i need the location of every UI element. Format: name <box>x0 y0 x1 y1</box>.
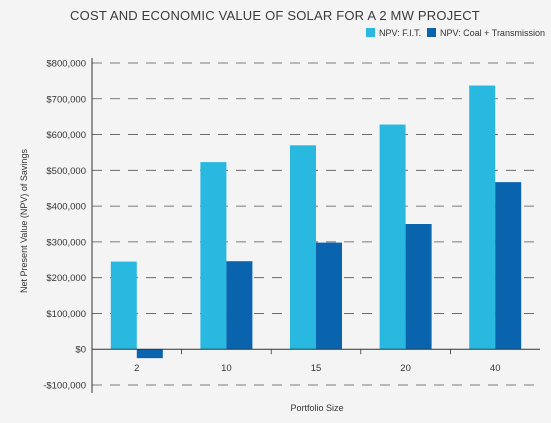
y-axis-ticks: -$100,000 $0 $100,000 $200,000 $300,000 $400,… <box>43 59 86 392</box>
y-tick-label: -$100,000 <box>43 381 86 392</box>
x-tick-label: 2 <box>134 363 139 374</box>
y-tick-label: $400,000 <box>46 202 86 213</box>
x-tick-label: 40 <box>490 363 501 374</box>
y-tick-label: $700,000 <box>46 94 86 105</box>
bar-npv-coal-transmission <box>226 261 253 350</box>
bar-npv-fit <box>110 261 137 350</box>
x-axis-ticks: 2 10 15 20 40 <box>134 349 500 374</box>
legend-swatch-fit <box>366 28 375 37</box>
x-tick-label: 10 <box>221 363 232 374</box>
y-tick-label: $600,000 <box>46 130 86 141</box>
y-tick-label: $200,000 <box>46 273 86 284</box>
bar-npv-coal-transmission <box>405 224 432 350</box>
y-tick-label: $300,000 <box>46 237 86 248</box>
bar-npv-coal-transmission <box>136 349 163 359</box>
x-tick-label: 15 <box>311 363 322 374</box>
bar-npv-fit <box>469 85 496 350</box>
y-tick-label: $100,000 <box>46 309 86 320</box>
y-tick-label: $500,000 <box>46 166 86 177</box>
bar-npv-fit <box>290 145 316 350</box>
legend-label-fit: NPV: F.I.T. <box>379 28 421 38</box>
legend-label-coal: NPV: Coal + Transmission <box>440 28 545 38</box>
x-axis-label: Portfolio Size <box>290 403 343 413</box>
y-tick-label: $800,000 <box>46 59 86 70</box>
y-tick-label: $0 <box>75 345 86 356</box>
bars <box>110 85 522 359</box>
chart-title: COST AND ECONOMIC VALUE OF SOLAR FOR A 2… <box>70 8 480 23</box>
bar-npv-fit <box>379 124 406 350</box>
x-tick-label: 20 <box>400 363 411 374</box>
y-axis-label: Net Present Value (NPV) of Savings <box>19 149 29 293</box>
legend-swatch-coal <box>427 28 436 37</box>
bar-npv-fit <box>200 162 227 350</box>
bar-npv-coal-transmission <box>495 182 522 350</box>
bar-npv-coal-transmission <box>316 242 342 350</box>
legend: NPV: F.I.T. NPV: Coal + Transmission <box>366 28 545 38</box>
